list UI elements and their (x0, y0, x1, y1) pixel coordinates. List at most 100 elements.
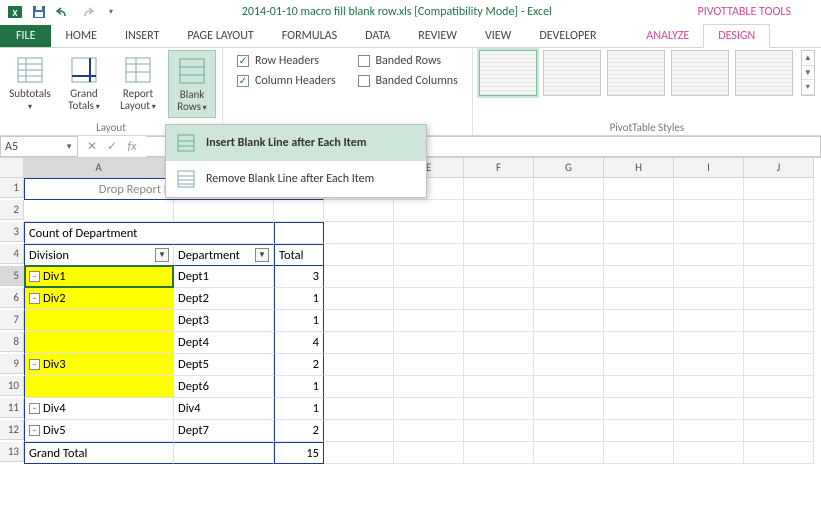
cell[interactable] (534, 398, 604, 420)
cell[interactable] (464, 266, 534, 288)
cell[interactable] (464, 178, 534, 200)
enter-icon[interactable]: ✓ (104, 139, 120, 154)
cell[interactable] (744, 332, 814, 354)
cell[interactable] (674, 310, 744, 332)
cell[interactable] (604, 420, 674, 442)
cell[interactable] (744, 442, 814, 464)
tab-insert[interactable]: INSERT (111, 25, 173, 47)
cell[interactable] (604, 398, 674, 420)
tab-view[interactable]: VIEW (471, 25, 525, 47)
cell[interactable] (394, 310, 464, 332)
cell[interactable]: Div4 (174, 398, 274, 420)
excel-icon[interactable]: X (4, 2, 26, 22)
cell[interactable]: 1 (274, 288, 324, 310)
cell[interactable] (324, 398, 394, 420)
collapse-icon[interactable]: − (29, 425, 40, 436)
insert-blank-line-item[interactable]: Insert Blank Line after Each Item (166, 125, 426, 161)
cell[interactable] (534, 376, 604, 398)
cell[interactable]: 3 (274, 266, 324, 288)
cell[interactable]: Division▼ (24, 244, 174, 266)
fx-icon[interactable]: fx (124, 140, 140, 154)
cell[interactable] (534, 442, 604, 464)
cell[interactable] (534, 222, 604, 244)
cell[interactable] (604, 288, 674, 310)
undo-icon[interactable] (52, 2, 74, 22)
tab-home[interactable]: HOME (51, 25, 111, 47)
cell[interactable] (534, 178, 604, 200)
cell[interactable] (674, 376, 744, 398)
cell[interactable] (604, 376, 674, 398)
cell[interactable]: 1 (274, 310, 324, 332)
banded-rows-checkbox[interactable]: Banded Rows (358, 54, 458, 68)
row-header[interactable]: 5 (0, 266, 24, 286)
cell[interactable]: Dept3 (174, 310, 274, 332)
cell[interactable] (534, 354, 604, 376)
cell[interactable] (394, 222, 464, 244)
cell[interactable] (534, 244, 604, 266)
cell[interactable]: Count of Department (24, 222, 274, 244)
row-header[interactable]: 4 (0, 244, 24, 264)
style-thumb[interactable] (479, 50, 537, 96)
tab-page-layout[interactable]: PAGE LAYOUT (173, 25, 267, 47)
cell[interactable] (324, 288, 394, 310)
tab-design[interactable]: DESIGN (703, 24, 770, 48)
cell[interactable] (674, 442, 744, 464)
cell[interactable] (464, 376, 534, 398)
cell[interactable] (534, 310, 604, 332)
cancel-icon[interactable]: ✕ (84, 139, 100, 154)
style-thumb[interactable] (735, 50, 793, 96)
cell[interactable] (674, 398, 744, 420)
cell[interactable] (744, 222, 814, 244)
cell[interactable] (24, 310, 174, 332)
cell[interactable] (464, 332, 534, 354)
cell[interactable] (274, 200, 324, 222)
tab-review[interactable]: REVIEW (404, 25, 471, 47)
cell[interactable] (464, 310, 534, 332)
cell[interactable] (674, 244, 744, 266)
cell[interactable] (604, 310, 674, 332)
cell[interactable]: −Div5 (24, 420, 174, 442)
cell[interactable] (274, 222, 324, 244)
cell[interactable] (604, 178, 674, 200)
collapse-icon[interactable]: − (29, 359, 40, 370)
cell[interactable] (324, 266, 394, 288)
filter-dropdown-icon[interactable]: ▼ (255, 248, 269, 262)
cell[interactable]: Dept4 (174, 332, 274, 354)
cell[interactable]: 15 (274, 442, 324, 464)
name-box-dropdown-icon[interactable]: ▼ (65, 142, 73, 152)
tab-analyze[interactable]: ANALYZE (632, 25, 703, 47)
report-layout-button[interactable]: Report Layout (114, 50, 162, 116)
row-header[interactable]: 7 (0, 310, 24, 330)
row-header[interactable]: 11 (0, 398, 24, 418)
row-header[interactable]: 3 (0, 222, 24, 242)
cell[interactable] (604, 354, 674, 376)
worksheet-grid[interactable]: ABCDEFGHIJ1Drop Report Filter Fields Her… (0, 158, 821, 464)
cell[interactable] (324, 442, 394, 464)
cell[interactable] (24, 200, 174, 222)
style-thumb[interactable] (671, 50, 729, 96)
cell[interactable] (394, 398, 464, 420)
cell[interactable] (744, 376, 814, 398)
cell[interactable] (674, 266, 744, 288)
subtotals-button[interactable]: Subtotals (6, 50, 54, 116)
row-header[interactable]: 12 (0, 420, 24, 440)
row-header[interactable]: 9 (0, 354, 24, 374)
column-header[interactable]: H (604, 158, 674, 178)
cell[interactable] (324, 332, 394, 354)
filter-dropdown-icon[interactable]: ▼ (155, 248, 169, 262)
cell[interactable] (674, 178, 744, 200)
cell[interactable] (174, 200, 274, 222)
cell[interactable] (604, 332, 674, 354)
cell[interactable] (394, 376, 464, 398)
cell[interactable] (24, 376, 174, 398)
cell[interactable] (394, 354, 464, 376)
cell[interactable] (744, 354, 814, 376)
cell[interactable] (604, 442, 674, 464)
cell[interactable] (324, 310, 394, 332)
column-header[interactable]: I (674, 158, 744, 178)
cell[interactable] (674, 288, 744, 310)
cell[interactable]: 1 (274, 376, 324, 398)
cell[interactable] (674, 200, 744, 222)
tab-file[interactable]: FILE (0, 25, 51, 47)
cell[interactable] (394, 420, 464, 442)
